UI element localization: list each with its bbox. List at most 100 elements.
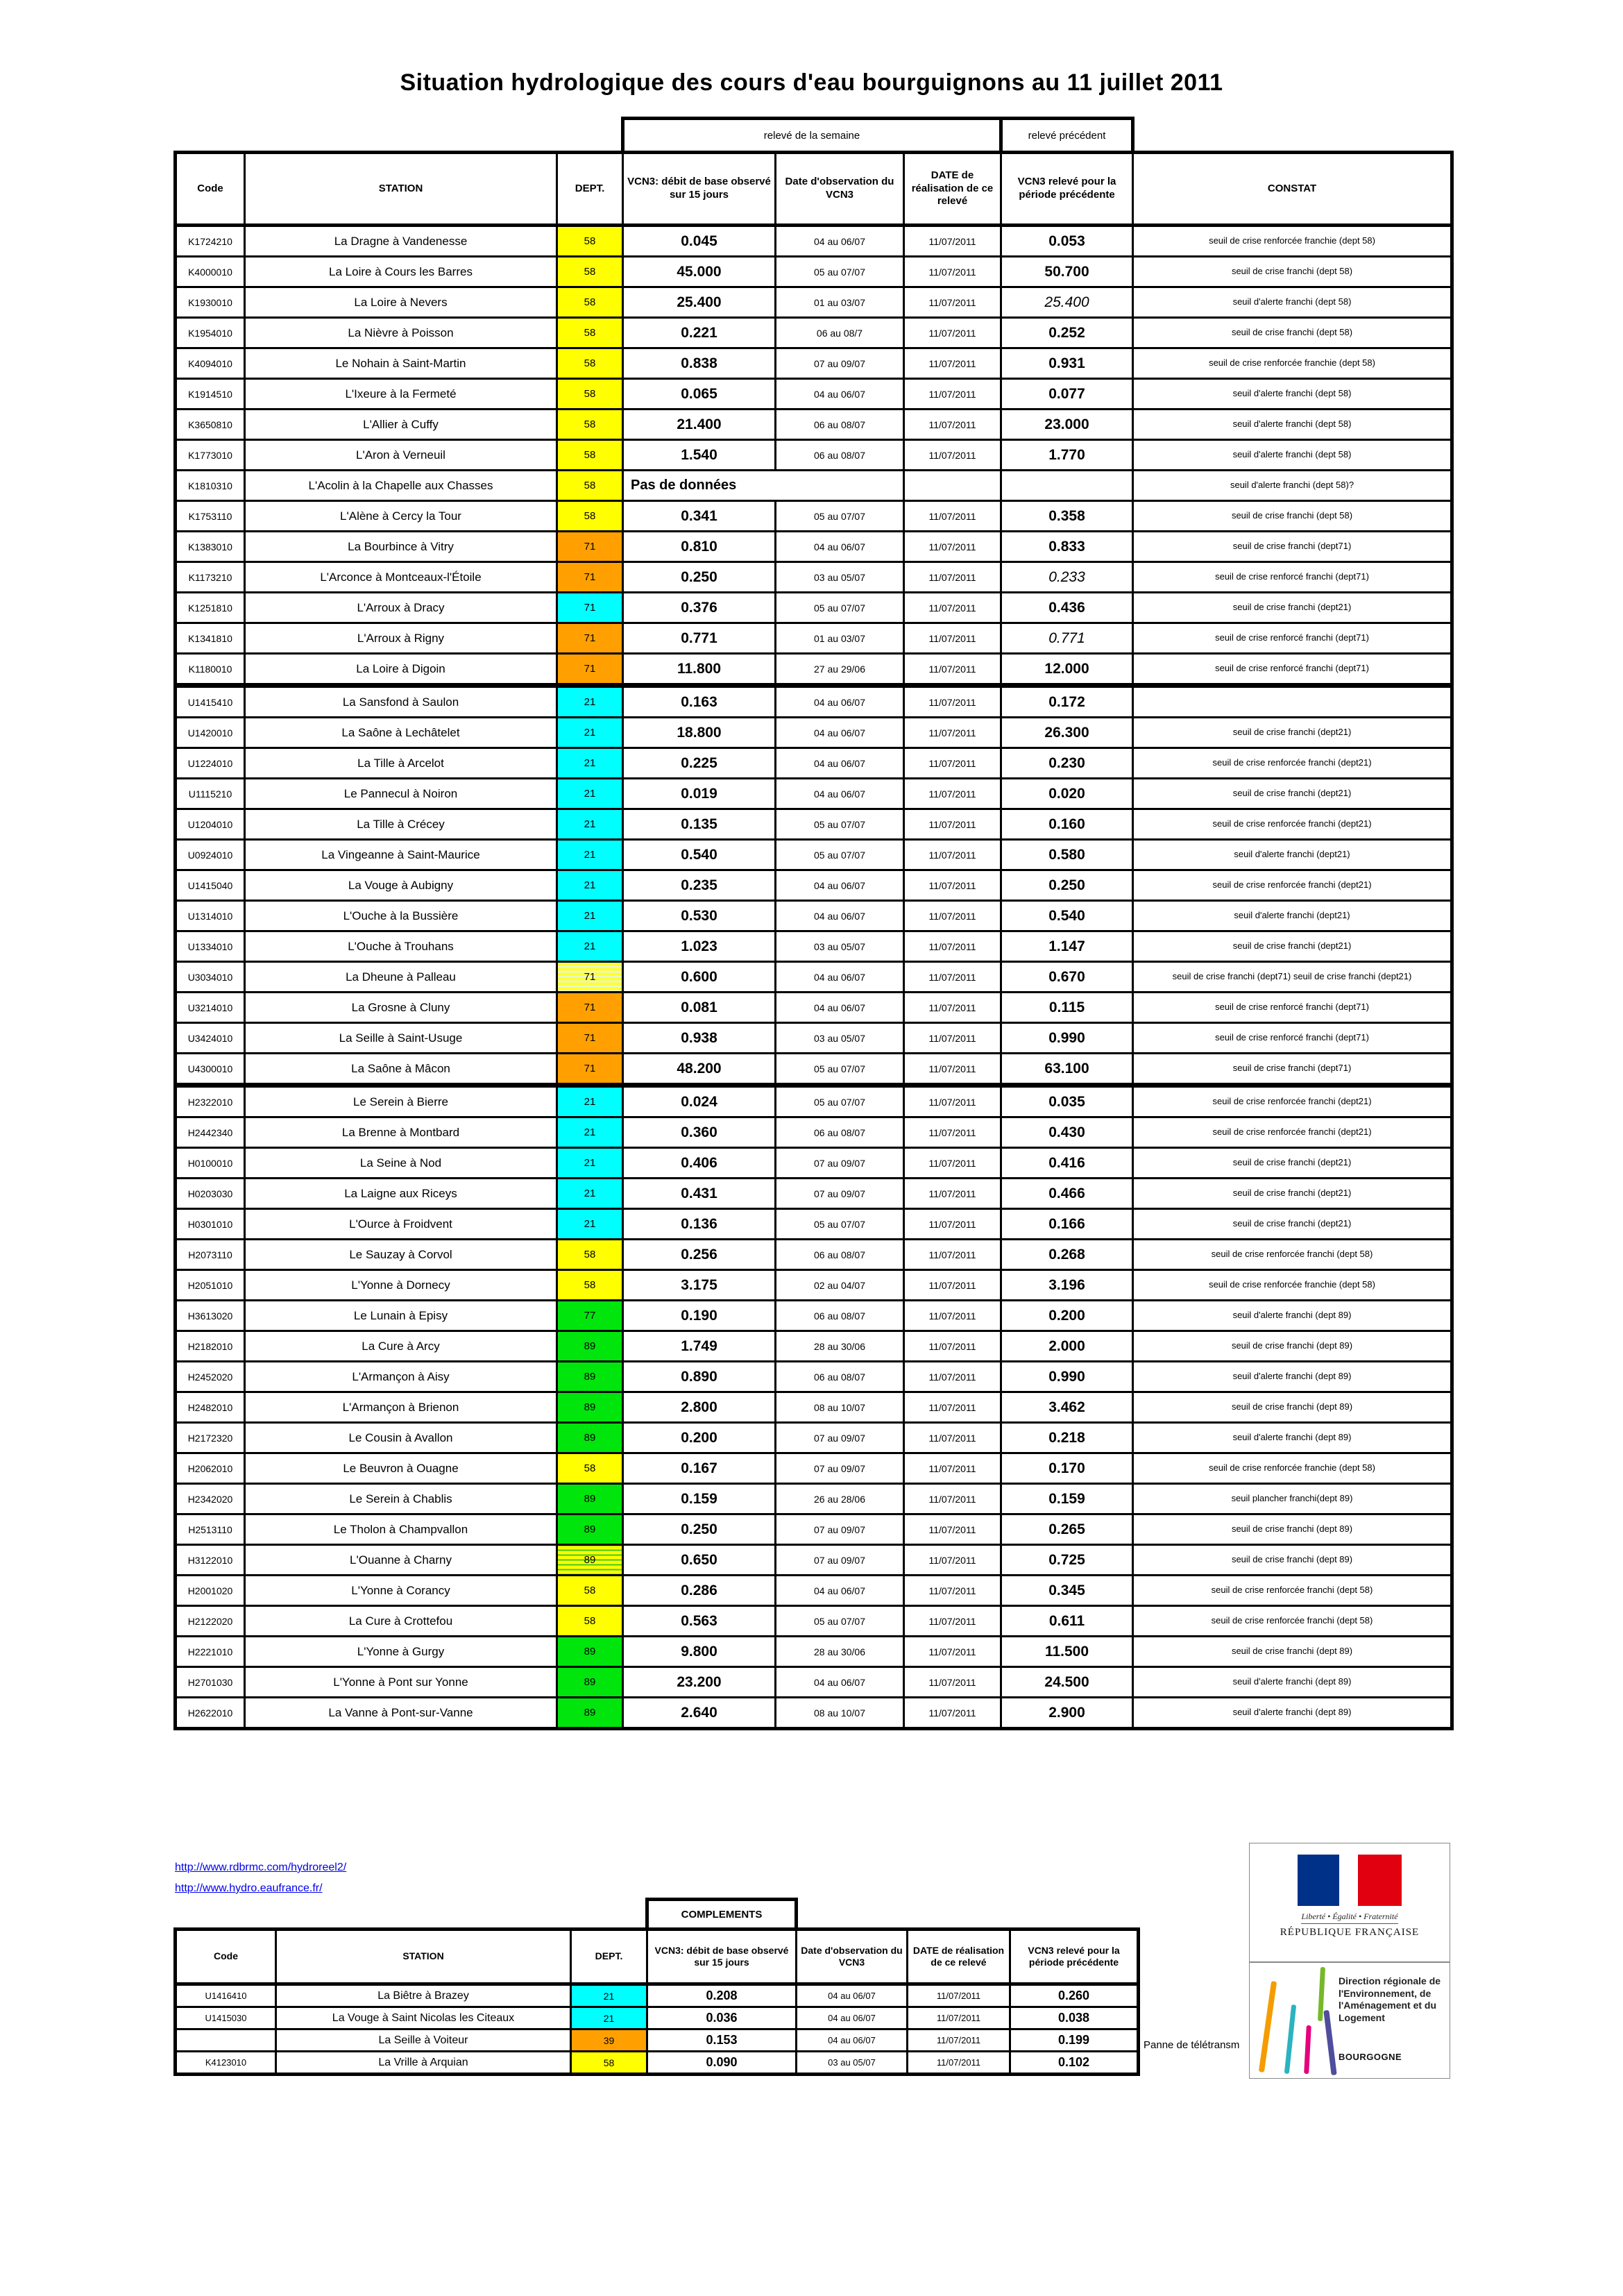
vcn3-cell: 0.810 [622,530,776,563]
vcn3-previous-cell: 24.500 [1000,1666,1135,1698]
vcn3-cell: 0.256 [622,1238,776,1271]
constat-cell: seuil de crise renforcée franchie (dept … [1132,347,1454,380]
date-observation-cell: 05 au 07/07 [774,1084,905,1118]
station-row: H2322010 Le Serein à Bierre 21 0.024 05 au 0… [173,1084,1454,1118]
constat-cell: seuil de crise franchi (dept21) [1132,1147,1454,1179]
date-realisation-cell: 11/07/2011 [902,347,1003,380]
code-cell: H3122010 [173,1544,246,1576]
vcn3-cell: 0.376 [622,591,776,624]
vcn3-cell: 0.771 [622,622,776,655]
code-cell: H0203030 [173,1177,246,1210]
station-row: H2122020 La Cure à Crottefou 58 0.563 05 au … [173,1605,1454,1637]
vcn3-cell: 0.024 [622,1084,776,1118]
station-cell: Le Beuvron à Ouagne [244,1452,558,1485]
dept-cell: 21 [556,747,624,779]
vcn3-cell: 0.159 [622,1483,776,1515]
dept-cell: 71 [556,561,624,593]
date-realisation-cell: 11/07/2011 [902,1452,1003,1485]
station-cell: La Saône à Mâcon [244,1052,558,1088]
date-observation-cell: 06 au 08/07 [774,1360,905,1393]
station-row: U3424010 La Seille à Saint-Usuge 71 0.938 03… [173,1022,1454,1054]
date-observation-cell: 05 au 07/07 [774,1605,905,1637]
station-row: H0100010 La Seine à Nod 21 0.406 07 au 09/07… [173,1147,1454,1179]
date-observation-cell: 27 au 29/06 [774,652,905,688]
col-header-dept: DEPT. [570,1927,648,1986]
date-realisation-cell: 11/07/2011 [902,1483,1003,1515]
dept-cell: 21 [570,2006,648,2030]
source-links: http://www.rdbrmc.com/hydroreel2/ http:/… [175,1857,346,1899]
date-realisation-cell: 11/07/2011 [902,561,1003,593]
dept-cell: 71 [556,991,624,1024]
vcn3-previous-cell: 0.035 [1000,1084,1135,1118]
station-cell: L'Arconce à Montceaux-l'Étoile [244,561,558,593]
code-cell: K1724210 [173,224,246,258]
constat-cell: seuil de crise renforcée franchi (dept21… [1132,1084,1454,1118]
station-row: U1415040 La Vouge à Aubigny 21 0.235 04 au 0… [173,869,1454,902]
link-eaufrance[interactable]: http://www.hydro.eaufrance.fr/ [175,1882,323,1894]
station-row: H2001020 L'Yonne à Corancy 58 0.286 04 au 06… [173,1574,1454,1607]
date-realisation-cell: 11/07/2011 [902,652,1003,688]
dept-cell: 58 [556,1238,624,1271]
code-cell: H2452020 [173,1360,246,1393]
station-row: K1810310 L'Acolin à la Chapelle aux Chass… [173,469,1454,502]
station-row: K1753110 L'Alène à Cercy la Tour 58 0.341 05… [173,500,1454,532]
dept-cell: 21 [556,930,624,963]
code-cell: U1115210 [173,777,246,810]
date-realisation-cell: 11/07/2011 [906,2028,1011,2052]
date-realisation-cell: 11/07/2011 [902,1544,1003,1576]
code-cell: H2051010 [173,1269,246,1301]
vcn3-cell: 1.540 [622,439,776,471]
dept-cell: 21 [556,1084,624,1118]
code-cell: H2701030 [173,1666,246,1698]
code-cell: H2342020 [173,1483,246,1515]
dept-cell: 58 [556,1574,624,1607]
vcn3-cell: 0.406 [622,1147,776,1179]
constat-cell: seuil de crise renforcée franchi (dept 5… [1132,1238,1454,1271]
date-observation-cell: 04 au 06/07 [774,991,905,1024]
code-cell: K1341810 [173,622,246,655]
dept-cell: 89 [556,1360,624,1393]
vcn3-previous-cell: 0.670 [1000,961,1135,993]
vcn3-previous-cell: 1.147 [1000,930,1135,963]
dept-cell: 71 [556,591,624,624]
code-cell: K1773010 [173,439,246,471]
vcn3-cell: 0.530 [622,900,776,932]
vcn3-cell: 0.163 [622,684,776,718]
code-cell: H0100010 [173,1147,246,1179]
constat-cell: seuil d'alerte franchi (dept 89) [1132,1421,1454,1454]
constat-cell: seuil de crise renforcée franchi (dept21… [1132,747,1454,779]
code-cell: K1810310 [173,469,246,502]
dept-cell: 21 [556,838,624,871]
date-realisation-cell: 11/07/2011 [902,1391,1003,1424]
complement-station-row: U1415030 La Vouge à Saint Nicolas les Cit… [173,2006,1140,2030]
pre-header-row: relevé de la semaine relevé précédent [176,117,1452,154]
date-realisation-cell: 11/07/2011 [902,1052,1003,1088]
dept-cell: 77 [556,1299,624,1332]
constat-cell: seuil de crise renforcé franchi (dept71) [1132,622,1454,655]
vcn3-cell: 0.190 [622,1299,776,1332]
vcn3-cell: 0.081 [622,991,776,1024]
station-row: U1415410 La Sansfond à Saulon 21 0.163 04 au… [173,684,1454,718]
date-observation-cell: 07 au 09/07 [774,1421,905,1454]
link-rdbrmc[interactable]: http://www.rdbrmc.com/hydroreel2/ [175,1862,347,1873]
date-observation-cell: 03 au 05/07 [774,930,905,963]
vcn3-previous-cell: 0.020 [1000,777,1135,810]
code-cell: U3214010 [173,991,246,1024]
station-cell: Le Pannecul à Noiron [244,777,558,810]
station-row: H2182010 La Cure à Arcy 89 1.749 28 au 30/06… [173,1330,1454,1362]
vcn3-previous-cell: 0.430 [1000,1116,1135,1149]
vcn3-cell: Pas de données [622,469,905,502]
complement-station-row: U1416410 La Biêtre à Brazey 21 0.208 04 au 0… [173,1983,1140,2008]
date-observation-cell: 02 au 04/07 [774,1269,905,1301]
dept-cell: 21 [556,1177,624,1210]
vcn3-cell: 45.000 [622,255,776,288]
station-cell: La Biêtre à Brazey [275,1983,572,2008]
constat-cell: seuil d'alerte franchi (dept 89) [1132,1666,1454,1698]
date-realisation-cell: 11/07/2011 [902,255,1003,288]
vcn3-cell: 11.800 [622,652,776,688]
dept-cell: 58 [556,469,624,502]
date-realisation-cell [902,469,1003,502]
vcn3-cell: 0.135 [622,808,776,841]
vcn3-cell: 0.136 [622,1208,776,1240]
station-cell: La Vouge à Saint Nicolas les Citeaux [275,2006,572,2030]
